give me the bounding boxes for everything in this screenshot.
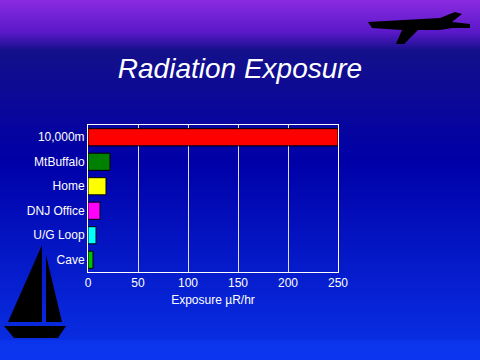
svg-text:Cave: Cave (57, 253, 85, 267)
svg-text:250: 250 (328, 276, 348, 290)
svg-text:150: 150 (228, 276, 248, 290)
svg-text:10,000m: 10,000m (38, 130, 85, 144)
svg-text:Radiation Exposure: Radiation Exposure (118, 53, 362, 84)
svg-text:MtBuffalo: MtBuffalo (34, 155, 85, 169)
svg-text:50: 50 (131, 276, 145, 290)
svg-text:Exposure µR/hr: Exposure µR/hr (171, 293, 255, 307)
svg-text:U/G Loop: U/G Loop (33, 228, 85, 242)
svg-text:DNJ Office: DNJ Office (27, 204, 85, 218)
svg-text:100: 100 (178, 276, 198, 290)
svg-text:0: 0 (85, 276, 92, 290)
svg-text:200: 200 (278, 276, 298, 290)
svg-text:Home: Home (53, 179, 85, 193)
